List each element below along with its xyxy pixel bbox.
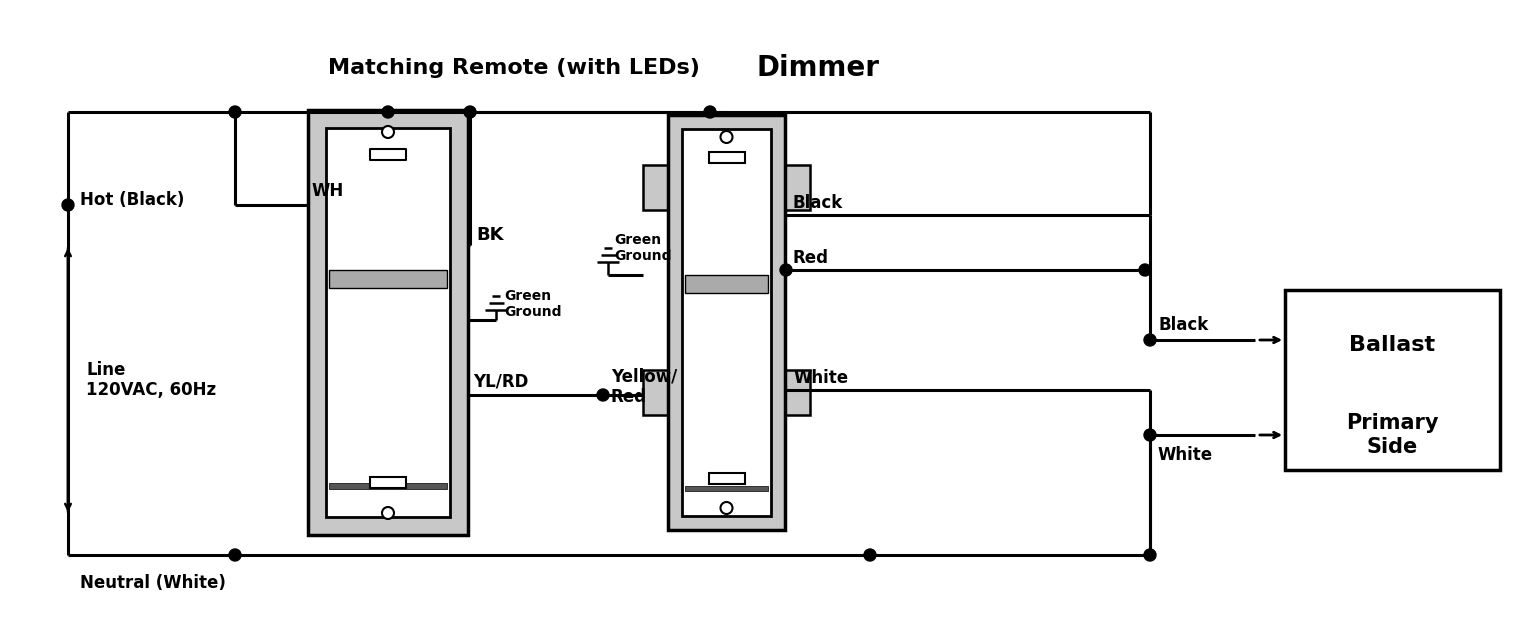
Bar	[326, 128, 449, 517]
Bar	[682, 129, 771, 516]
Bar	[369, 149, 406, 160]
Circle shape	[597, 389, 609, 401]
Circle shape	[382, 507, 394, 519]
Circle shape	[863, 549, 876, 561]
Bar	[329, 270, 446, 288]
Circle shape	[62, 199, 74, 211]
Text: Ballast: Ballast	[1350, 335, 1436, 355]
Text: Black: Black	[1157, 316, 1208, 334]
Text: Primary
Side: Primary Side	[1347, 413, 1439, 457]
Text: YL/RD: YL/RD	[472, 372, 528, 390]
Bar	[643, 370, 668, 415]
Text: Black: Black	[793, 194, 843, 212]
Text: Green
Ground: Green Ground	[614, 233, 671, 263]
Circle shape	[1143, 334, 1156, 346]
Bar	[685, 275, 768, 293]
Text: White: White	[793, 369, 848, 387]
Bar	[369, 477, 406, 488]
Text: Red: Red	[793, 249, 830, 267]
Text: Line
120VAC, 60Hz: Line 120VAC, 60Hz	[86, 360, 215, 399]
Circle shape	[703, 106, 716, 118]
Text: Yellow/
Red: Yellow/ Red	[611, 367, 677, 406]
Bar	[785, 370, 810, 415]
Circle shape	[382, 126, 394, 138]
Text: Hot (Black): Hot (Black)	[80, 191, 185, 209]
Bar	[708, 152, 745, 163]
Bar	[668, 115, 785, 530]
Bar	[685, 486, 768, 491]
Text: Matching Remote (with LEDs): Matching Remote (with LEDs)	[328, 58, 700, 78]
Circle shape	[463, 106, 476, 118]
Bar	[643, 165, 668, 210]
Circle shape	[1139, 264, 1151, 276]
Text: WH: WH	[312, 182, 345, 200]
Bar	[329, 483, 446, 489]
Text: Dimmer: Dimmer	[757, 54, 879, 82]
Bar	[308, 110, 468, 535]
Circle shape	[229, 549, 242, 561]
Text: White: White	[1157, 446, 1213, 464]
Text: Green
Ground: Green Ground	[503, 289, 562, 319]
Text: BK: BK	[476, 226, 503, 244]
Circle shape	[229, 106, 242, 118]
Circle shape	[720, 131, 733, 143]
Circle shape	[780, 264, 793, 276]
Circle shape	[720, 502, 733, 514]
Circle shape	[1143, 429, 1156, 441]
Bar	[1285, 290, 1501, 470]
Bar	[708, 473, 745, 484]
Circle shape	[1143, 549, 1156, 561]
Bar	[785, 165, 810, 210]
Circle shape	[382, 106, 394, 118]
Text: Neutral (White): Neutral (White)	[80, 574, 226, 592]
